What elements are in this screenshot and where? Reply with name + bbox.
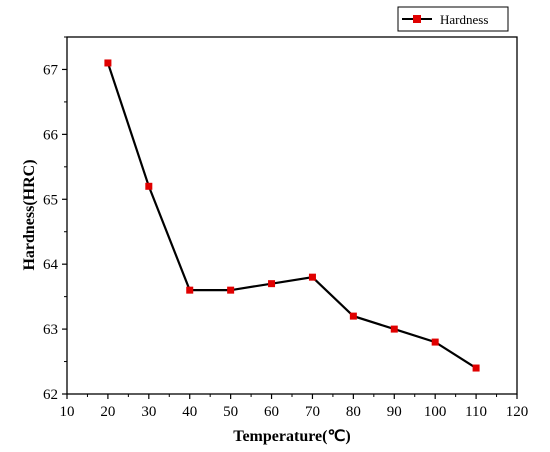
x-axis-title: Temperature(℃) — [233, 428, 351, 445]
data-point — [431, 338, 439, 346]
legend-marker — [413, 15, 421, 23]
y-tick-label: 66 — [43, 127, 59, 143]
data-point — [268, 280, 276, 288]
data-point — [308, 273, 316, 281]
x-tick-label: 50 — [223, 404, 238, 420]
x-tick-label: 40 — [182, 404, 197, 420]
data-point — [186, 286, 194, 294]
y-tick-label: 67 — [43, 62, 59, 78]
legend: Hardness — [397, 6, 509, 32]
plot-frame — [66, 36, 518, 395]
series-line — [106, 62, 477, 369]
x-tick-label: 120 — [506, 404, 529, 420]
x-tick-label: 80 — [346, 404, 361, 420]
y-tick-label: 62 — [43, 387, 58, 403]
y-axis: 62 63 64 65 66 67 — [43, 36, 67, 403]
x-tick-label: 70 — [305, 404, 320, 420]
x-tick-label: 60 — [264, 404, 279, 420]
data-point — [472, 364, 480, 372]
x-axis: 10 20 30 40 50 60 70 80 90 100 110 120 — [60, 394, 529, 420]
data-point — [104, 59, 112, 67]
data-point — [145, 182, 153, 190]
y-axis-title: Hardness(HRC) — [21, 159, 38, 270]
y-tick-label: 64 — [43, 257, 59, 273]
x-tick-label: 110 — [465, 404, 487, 420]
x-tick-label: 100 — [424, 404, 447, 420]
y-tick-label: 63 — [43, 322, 58, 338]
data-point — [390, 325, 398, 333]
x-tick-label: 20 — [100, 404, 115, 420]
data-point — [227, 286, 235, 294]
series-layer — [104, 59, 480, 372]
x-tick-label: 30 — [141, 404, 156, 420]
legend-label: Hardness — [440, 12, 488, 27]
data-point — [349, 312, 357, 320]
x-tick-label: 90 — [387, 404, 402, 420]
x-tick-label: 10 — [60, 404, 75, 420]
y-tick-label: 65 — [43, 192, 58, 208]
